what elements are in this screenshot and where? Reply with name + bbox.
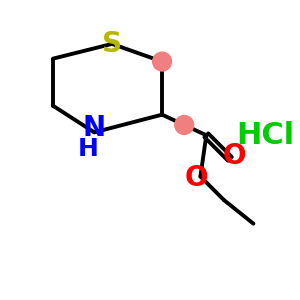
- Text: O: O: [184, 164, 208, 192]
- Text: HCl: HCl: [236, 121, 294, 150]
- Text: N: N: [83, 114, 106, 142]
- Text: O: O: [223, 142, 246, 170]
- Circle shape: [153, 52, 172, 71]
- Text: S: S: [102, 30, 122, 58]
- Text: H: H: [78, 136, 99, 160]
- Circle shape: [175, 116, 194, 134]
